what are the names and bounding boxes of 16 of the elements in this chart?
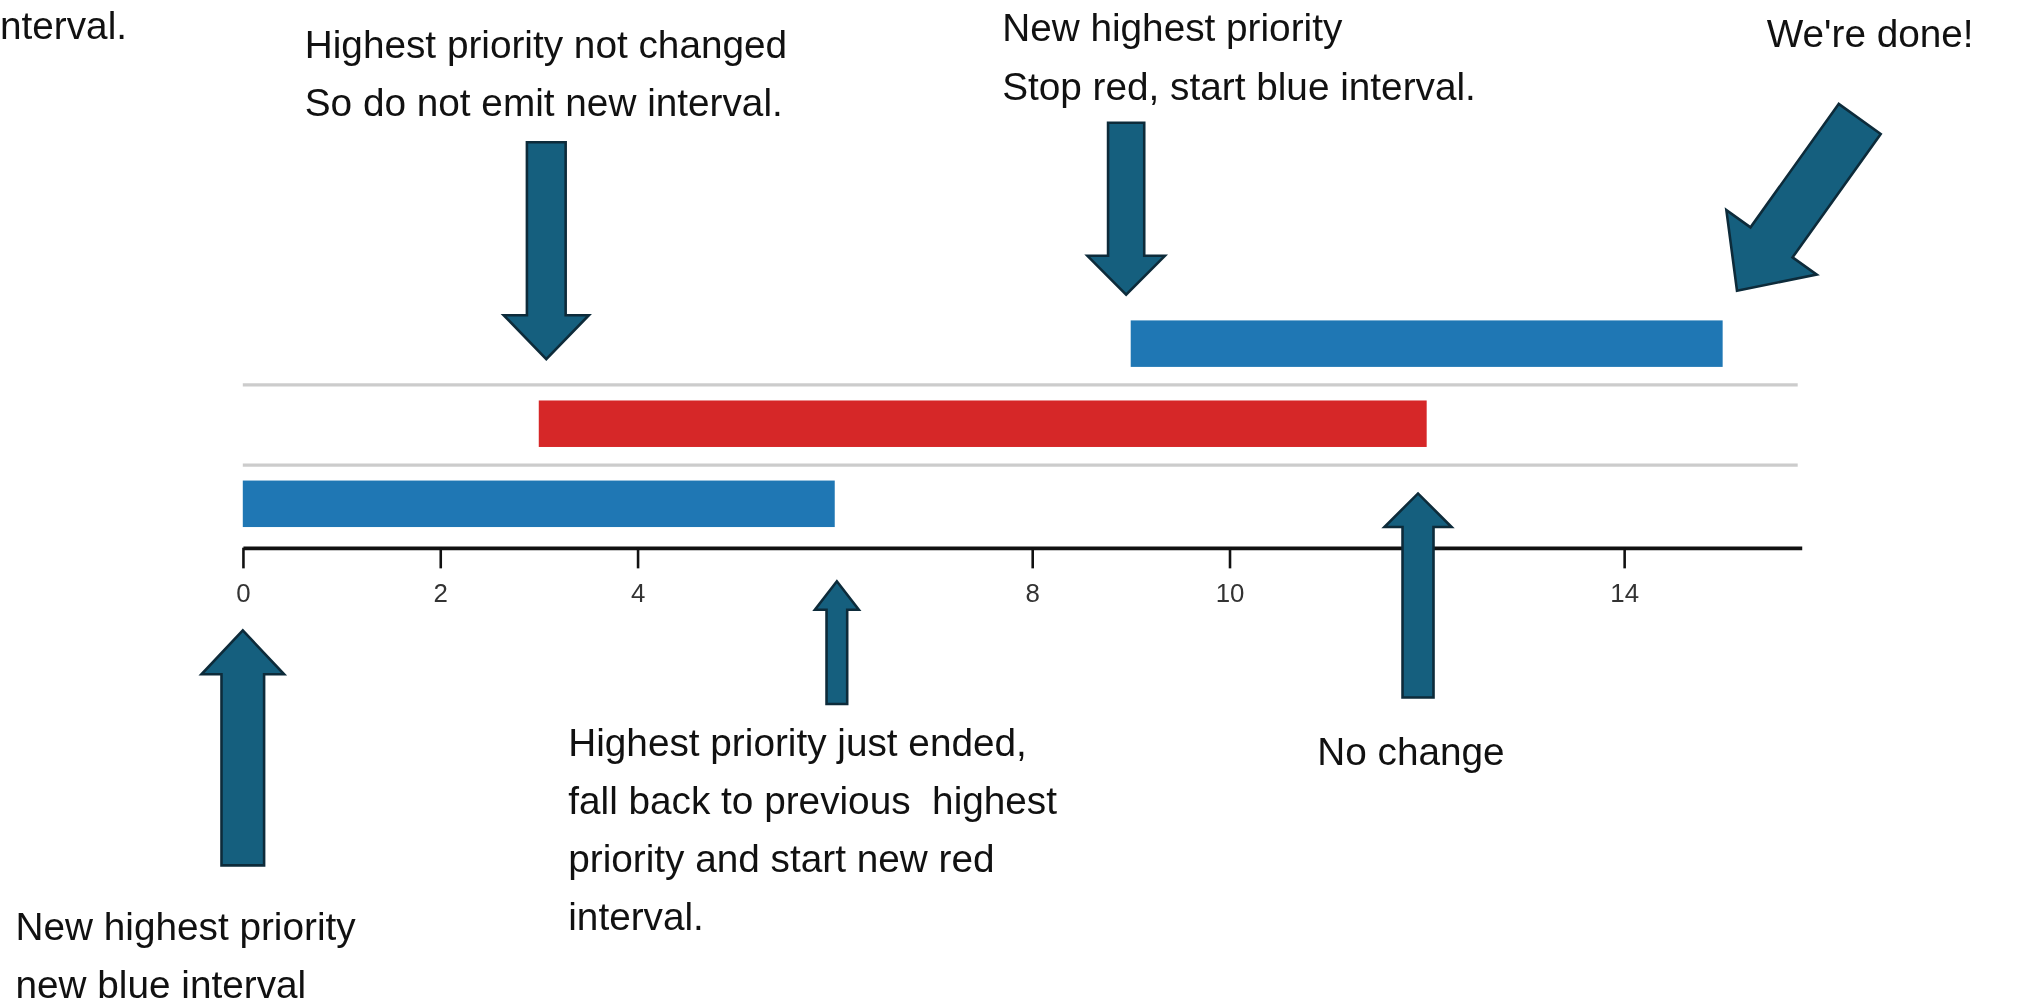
text: We're done! bbox=[1766, 11, 1974, 55]
text: Highest priority not changed So do not emit new interval. bbox=[304, 23, 788, 125]
x-tick-label: 4 bbox=[630, 579, 646, 608]
x-tick-label: 2 bbox=[433, 579, 448, 608]
x-tick-label: 10 bbox=[1215, 579, 1245, 608]
text: New highest priority Stop red, start blue interval. bbox=[1002, 6, 1476, 108]
text: New highest priority new blue interval bbox=[15, 905, 357, 1005]
x-tick-label: 14 bbox=[1610, 579, 1639, 608]
text: No change bbox=[1317, 729, 1505, 773]
bar bbox=[1130, 320, 1723, 367]
text: Highest priority just ended, fall back to previous highest priority and start new red interval. bbox=[568, 720, 1058, 938]
x-tick-label: 8 bbox=[1025, 579, 1040, 608]
x-tick-label: 0 bbox=[236, 579, 251, 608]
text: nterval. bbox=[0, 3, 128, 47]
bar bbox=[242, 480, 835, 528]
bar bbox=[538, 400, 1427, 447]
